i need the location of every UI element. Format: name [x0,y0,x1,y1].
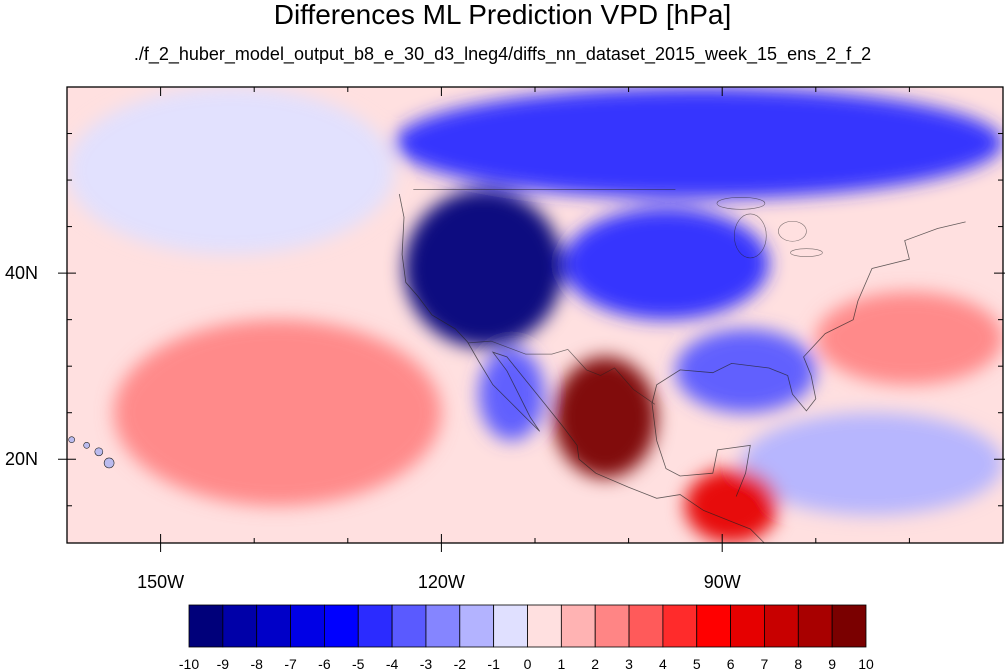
x-tick-label: 120W [418,572,465,592]
region-mexico [553,356,657,478]
region-east-pacific [113,319,442,506]
atlantic-coastline [651,221,966,441]
colorbar-swatch [730,604,765,648]
colorbar-label: -10 [179,656,199,672]
colorbar-swatch [628,604,664,648]
chart-title: Differences ML Prediction VPD [hPa] [273,0,732,30]
region-western-us [403,189,564,348]
colorbar-swatch [391,604,427,648]
colorbar-swatch [188,604,224,648]
colorbar-label: 7 [761,656,769,672]
colorbar-swatch [493,604,528,648]
y-tick-label: 40N [5,263,38,283]
colorbar-label: -4 [386,656,399,672]
colorbar-label: 5 [693,656,701,672]
colorbar-label: 1 [557,656,565,672]
colorbar-swatch [323,604,359,648]
colorbar-label: -9 [217,656,230,672]
colorbar-label: 8 [794,656,802,672]
colorbar-label: -8 [250,656,263,672]
colorbar-label: 2 [591,656,599,672]
x-tick-label: 90W [704,572,741,592]
colorbar-label: -6 [318,656,331,672]
y-tick-label: 20N [5,449,38,469]
colorbar-swatch [764,604,799,648]
colorbar-label: 0 [524,656,532,672]
hawaii-island-0 [68,436,75,444]
yucatan-coastline [656,440,751,497]
region-caribbean [740,412,1003,516]
region-north-pacific [67,87,395,255]
colorbar-swatch [222,604,258,648]
great-lake-0 [733,213,767,259]
great-lake-3 [790,248,823,257]
colorbar-label: -3 [420,656,433,672]
colorbar-swatch [797,604,833,648]
chart-subtitle: ./f_2_huber_model_output_b8_e_30_d3_lneg… [133,44,872,64]
colorbar-swatch [256,604,291,648]
colorbar-label: 6 [727,656,735,672]
great-lake-1 [778,220,807,242]
colorbar-swatch [696,604,731,648]
colorbar-label: -1 [487,656,500,672]
pacific-coastline [398,193,765,543]
colorbar-label: -2 [454,656,467,672]
region-central-america [684,468,779,543]
region-central-us [563,207,769,320]
colorbar-swatch [594,604,630,648]
region-canada [394,87,1003,199]
colorbar-label: -5 [352,656,365,672]
region-atlantic [815,291,1003,385]
colorbar-swatch [560,604,596,648]
colorbar-swatch [527,604,562,648]
hawaii-island-3 [103,457,115,469]
colorbar-swatch [831,604,867,648]
colorbar-label: 3 [625,656,633,672]
colorbar-swatch [425,604,461,648]
region-baja-california [478,347,545,441]
colorbar-label: 4 [659,656,667,672]
hawaii-island-2 [94,447,104,457]
colorbar-swatch [357,604,393,648]
mexico-us-border [468,340,655,405]
colorbar-swatch [459,604,495,648]
hawaii-island-1 [83,441,90,449]
colorbar-label: 9 [828,656,836,672]
x-tick-label: 150W [137,572,184,592]
colorbar-swatch [290,604,325,648]
region-southeast-us [675,328,816,413]
great-lake-2 [716,197,766,210]
colorbar-label: 10 [858,656,874,672]
colorbar-swatch [662,604,698,648]
colorbar-label: -7 [284,656,297,672]
